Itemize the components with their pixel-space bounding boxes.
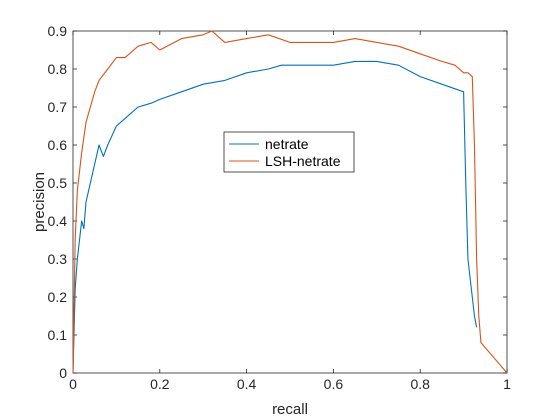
- y-tick-label: 0.7: [48, 99, 68, 115]
- y-tick-label: 0.8: [48, 61, 68, 77]
- y-tick-label: 0.3: [48, 251, 68, 267]
- y-tick-labels: 0 0.1 0.2 0.3 0.4 0.5 0.6 0.7 0.8 0.9: [48, 23, 68, 381]
- y-tick-label: 0: [59, 365, 67, 381]
- x-tick-labels: 0 0.2 0.4 0.6 0.8 1: [69, 376, 511, 392]
- legend-label-netrate: netrate: [265, 136, 309, 152]
- plot-area: [72, 30, 508, 374]
- tick-marks: [72, 30, 508, 374]
- series-line-netrate: [72, 60, 478, 374]
- y-axis-label: precision: [31, 172, 48, 232]
- y-tick-label: 0.2: [48, 289, 68, 305]
- series-line-lsh-netrate: [72, 30, 508, 374]
- x-tick-label: 0.4: [237, 376, 257, 392]
- y-tick-label: 0.5: [48, 175, 68, 191]
- y-tick-label: 0.6: [48, 137, 68, 153]
- x-tick-label: 0.8: [410, 376, 430, 392]
- legend-box: [223, 131, 355, 173]
- x-tick-label: 0: [69, 376, 77, 392]
- series-lines: [72, 30, 508, 374]
- legend-label-lsh-netrate: LSH-netrate: [265, 153, 341, 169]
- x-axis-label: recall: [272, 401, 308, 418]
- legend: netrate LSH-netrate: [223, 131, 355, 173]
- y-tick-label: 0.9: [48, 23, 68, 39]
- x-tick-label: 0.6: [324, 376, 344, 392]
- y-tick-label: 0.1: [48, 327, 68, 343]
- x-tick-label: 1: [503, 376, 511, 392]
- x-tick-label: 0.2: [150, 376, 170, 392]
- y-tick-label: 0.4: [48, 213, 68, 229]
